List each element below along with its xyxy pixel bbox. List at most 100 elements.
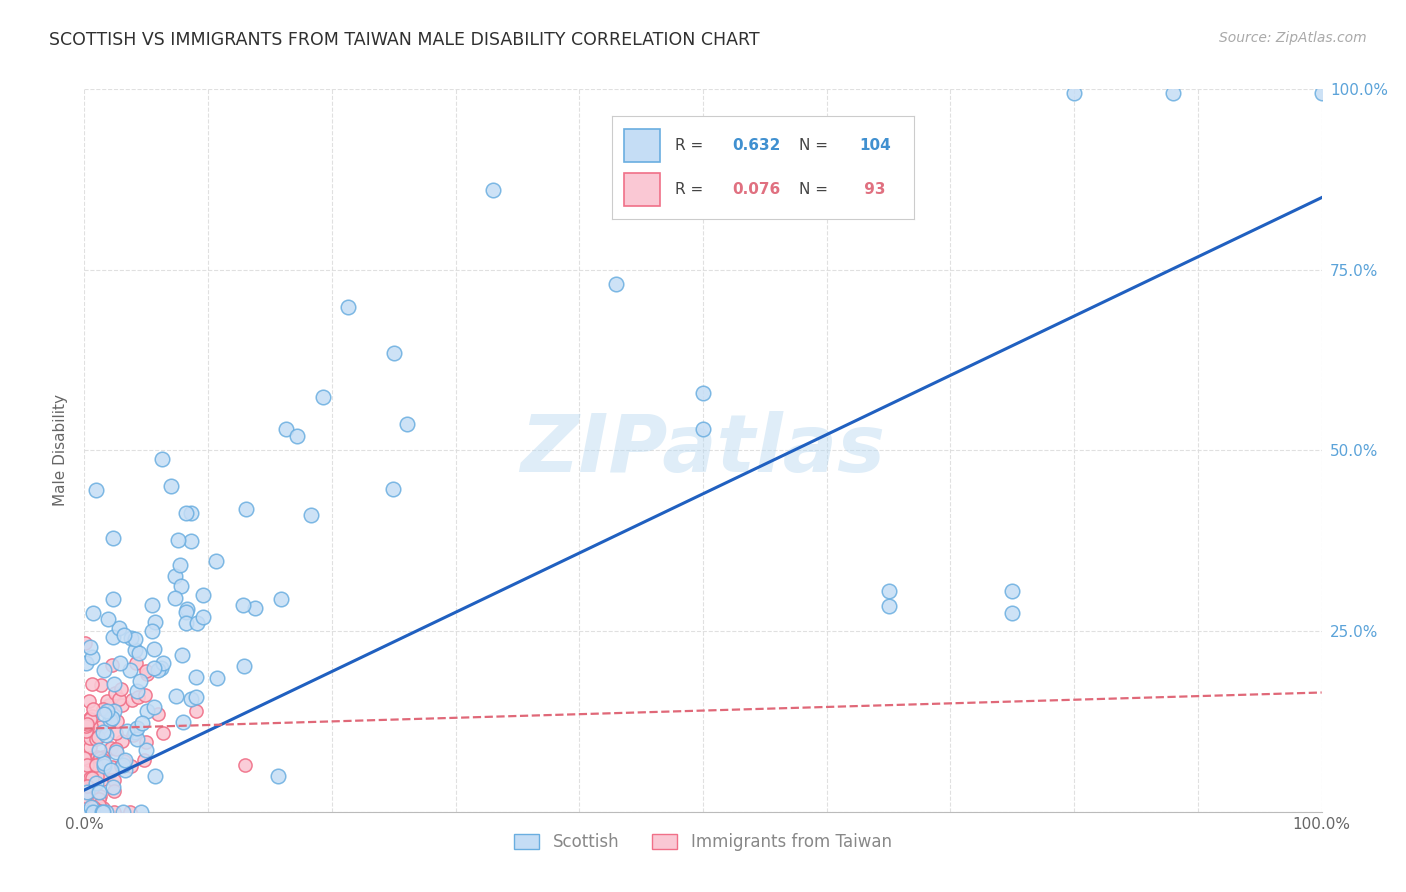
Point	[174, 605, 197, 619]
Point	[100, 658, 122, 673]
Point	[87, 798, 110, 813]
Point	[135, 704, 157, 718]
Point	[207, 671, 229, 685]
Point	[112, 628, 135, 642]
Point	[877, 584, 900, 599]
Point	[77, 751, 100, 765]
Point	[396, 417, 419, 431]
Point	[75, 636, 97, 650]
Point	[76, 721, 98, 735]
Point	[1161, 86, 1184, 100]
Point	[233, 658, 256, 673]
Point	[134, 753, 156, 767]
Point	[692, 422, 714, 436]
Point	[97, 612, 120, 626]
Point	[152, 657, 174, 671]
Point	[120, 631, 142, 645]
Point	[104, 686, 127, 700]
Point	[79, 719, 101, 733]
Point	[87, 743, 110, 757]
Point	[80, 800, 103, 814]
Point	[79, 740, 101, 755]
Point	[112, 754, 135, 768]
Text: N =: N =	[799, 182, 832, 197]
Point	[83, 776, 105, 790]
Point	[105, 746, 128, 760]
Point	[91, 702, 114, 716]
Point	[165, 568, 187, 582]
Point	[82, 805, 104, 819]
Text: 0.076: 0.076	[733, 182, 780, 197]
Point	[184, 704, 207, 718]
Point	[98, 698, 121, 712]
Point	[270, 591, 292, 606]
Point	[267, 769, 290, 783]
Point	[127, 690, 149, 704]
Point	[93, 707, 115, 722]
Point	[1063, 86, 1085, 100]
Point	[91, 805, 114, 819]
Point	[243, 601, 266, 615]
Point	[73, 789, 96, 804]
Point	[149, 661, 172, 675]
Point	[89, 784, 111, 798]
Point	[141, 599, 163, 613]
Point	[112, 758, 135, 772]
Point	[1001, 606, 1024, 620]
Point	[103, 532, 125, 546]
Point	[180, 533, 202, 548]
Point	[75, 723, 97, 738]
Point	[73, 805, 96, 819]
Point	[77, 693, 100, 707]
Point	[80, 763, 103, 777]
Point	[82, 606, 104, 620]
Point	[103, 805, 125, 819]
Point	[77, 805, 100, 819]
Point	[87, 759, 110, 773]
Point	[98, 713, 121, 727]
Point	[232, 598, 254, 612]
Point	[174, 616, 197, 631]
Point	[105, 714, 128, 729]
Point	[87, 755, 110, 769]
Point	[76, 758, 98, 772]
Point	[82, 799, 104, 814]
Point	[110, 758, 132, 772]
Point	[148, 706, 170, 721]
Point	[101, 780, 124, 794]
Point	[76, 756, 98, 771]
Point	[160, 479, 183, 493]
FancyBboxPatch shape	[624, 173, 659, 206]
Point	[79, 731, 101, 745]
Point	[79, 771, 101, 785]
Point	[80, 709, 103, 723]
Point	[103, 783, 125, 797]
Point	[111, 733, 134, 747]
Point	[129, 673, 152, 688]
Text: N =: N =	[799, 138, 832, 153]
Y-axis label: Male Disability: Male Disability	[52, 394, 67, 507]
Point	[103, 676, 125, 690]
Point	[79, 730, 101, 744]
Point	[110, 656, 132, 670]
Point	[89, 756, 111, 770]
Point	[76, 785, 98, 799]
Point	[127, 732, 149, 747]
Point	[121, 728, 143, 742]
Text: 104: 104	[859, 138, 891, 153]
Text: R =: R =	[675, 182, 709, 197]
Point	[285, 429, 308, 443]
Point	[76, 779, 98, 793]
Point	[336, 300, 359, 314]
Point	[165, 689, 187, 703]
Point	[82, 780, 104, 795]
Point	[381, 482, 404, 496]
Point	[180, 692, 202, 706]
Point	[94, 728, 117, 742]
Point	[235, 502, 257, 516]
Point	[84, 731, 107, 746]
Point	[118, 805, 141, 819]
Point	[143, 700, 166, 714]
Point	[75, 798, 97, 813]
Point	[91, 805, 114, 819]
